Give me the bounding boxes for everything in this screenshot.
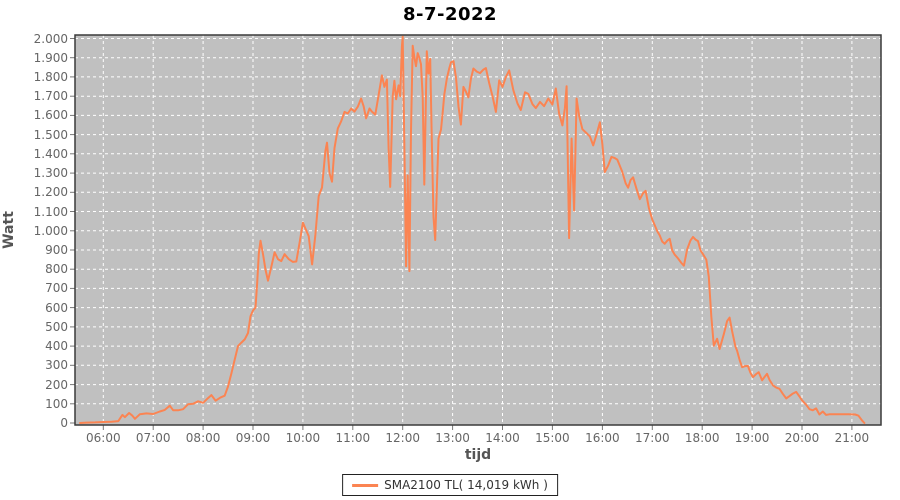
legend-series-label: SMA2100 TL( 14,019 kWh )	[384, 478, 548, 492]
y-tick-label: 300	[45, 358, 68, 373]
y-tick-label: 800	[45, 262, 68, 277]
x-tick-label: 21:00	[834, 431, 870, 445]
x-tick-label: 19:00	[734, 431, 770, 445]
y-tick-label: 0	[60, 416, 68, 430]
y-tick-label: 100	[45, 396, 68, 411]
y-tick-label: 1.700	[33, 89, 68, 104]
y-tick-label: 1.900	[33, 50, 68, 65]
x-tick-label: 06:00	[86, 431, 121, 445]
legend: SMA2100 TL( 14,019 kWh )	[342, 474, 558, 496]
x-tick-label: 16:00	[585, 431, 620, 445]
y-tick-label: 600	[45, 300, 68, 315]
y-tick-label: 200	[45, 377, 68, 392]
y-tick-label: 400	[45, 339, 68, 354]
y-tick-label: 1.200	[33, 185, 68, 200]
y-tick-label: 900	[45, 243, 68, 257]
y-tick-label: 500	[45, 319, 68, 334]
plot-background	[75, 35, 881, 425]
x-tick-label: 17:00	[635, 431, 670, 445]
tick-marks	[70, 38, 853, 430]
x-tick-label: 09:00	[235, 431, 271, 445]
x-tick-label: 15:00	[535, 431, 570, 445]
y-tick-label: 1.800	[33, 69, 68, 84]
x-axis-title: tijd	[464, 447, 492, 463]
x-tick-label: 11:00	[335, 431, 371, 445]
x-tick-label: 20:00	[784, 431, 820, 445]
y-tick-label: 1.000	[33, 223, 68, 238]
gridlines	[75, 35, 881, 425]
y-tick-label: 1.500	[33, 127, 68, 142]
y-tick-label: 2.000	[33, 31, 68, 46]
y-tick-label: 1.100	[33, 204, 68, 219]
y-tick-label: 1.600	[33, 108, 68, 123]
chart-title: 8-7-2022	[402, 4, 498, 25]
legend-series-swatch	[352, 483, 379, 487]
series-line	[79, 35, 866, 424]
y-tick-label: 1.300	[33, 166, 68, 181]
x-tick-label: 13:00	[435, 431, 470, 445]
x-tick-label: 10:00	[285, 431, 321, 445]
x-tick-label: 08:00	[185, 431, 221, 445]
x-tick-label: 18:00	[684, 431, 720, 445]
x-tick-label: 07:00	[135, 431, 171, 445]
y-tick-label: 700	[45, 281, 68, 296]
plot-border	[74, 34, 882, 426]
x-tick-label: 12:00	[385, 431, 420, 445]
x-tick-label: 14:00	[485, 431, 520, 445]
y-tick-label: 1.400	[33, 146, 68, 161]
